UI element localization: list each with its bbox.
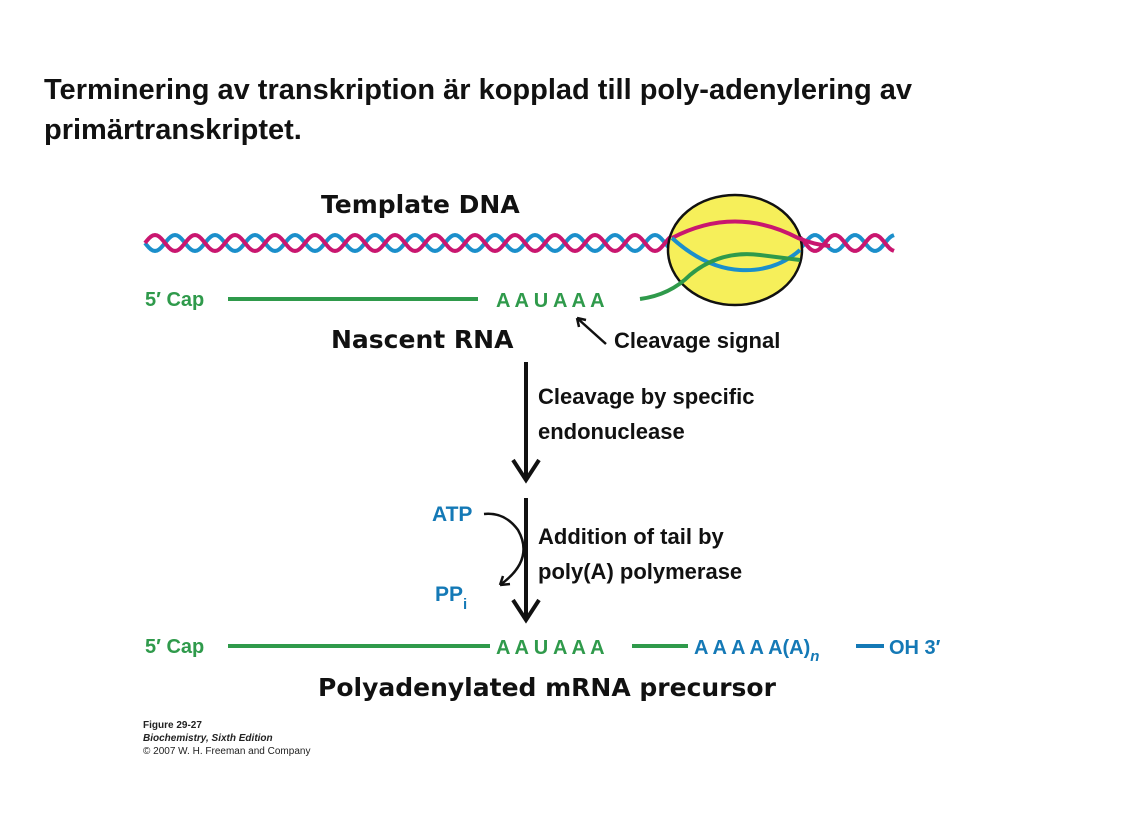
cap-bottom-label: 5′ Cap: [145, 636, 204, 658]
step2-line1: Addition of tail by: [538, 524, 725, 549]
step2-line2: poly(A) polymerase: [538, 559, 742, 584]
dna-strand-blue: [143, 232, 673, 254]
atp-ppi-curved-arrow: [483, 512, 525, 587]
book-title: Biochemistry, Sixth Edition: [143, 733, 273, 744]
dna-strand-magenta-inside: [671, 219, 831, 248]
step2-arrow: [511, 498, 541, 624]
step1-line1: Cleavage by specific: [538, 384, 754, 409]
product-label: Polyadenylated mRNA precursor: [318, 673, 777, 702]
nascent-rna-strand: [228, 252, 801, 301]
cap-top-label: 5′ Cap: [145, 289, 204, 311]
ppi-text: PP: [435, 583, 463, 606]
nascent-rna-label: Nascent RNA: [331, 325, 514, 354]
rna-polymerase: [666, 193, 804, 307]
cleavage-signal-label: Cleavage signal: [614, 328, 780, 353]
cleavage-signal-arrow: [575, 316, 607, 345]
template-dna-label: Template DNA: [321, 190, 520, 219]
slide-title: Terminering av transkription är kopplad …: [44, 74, 913, 146]
ppi-subscript: i: [463, 596, 467, 613]
step1-line2: endonuclease: [538, 419, 685, 444]
atp-label: ATP: [432, 503, 472, 526]
step1-arrow: [511, 362, 541, 484]
copyright: © 2007 W. H. Freeman and Company: [143, 746, 311, 757]
ppi-label: PPi: [435, 583, 467, 613]
oh3-label: OH 3′: [889, 637, 941, 659]
dna-strand-magenta-right: [798, 233, 895, 253]
signal-top: A A U A A A: [496, 290, 605, 312]
dna-strand-blue-inside: [670, 236, 802, 273]
dna-strand-blue-right: [798, 233, 895, 253]
signal-bottom: A A U A A A: [496, 637, 605, 659]
figure-number: Figure 29-27: [143, 720, 202, 731]
tail-subscript: n: [810, 648, 819, 665]
template-dna-helix: [143, 232, 895, 254]
dna-strand-magenta: [143, 232, 673, 254]
polya-tail: A A A A A(A)n: [694, 637, 819, 665]
tail-text: A A A A A(A): [694, 637, 810, 659]
